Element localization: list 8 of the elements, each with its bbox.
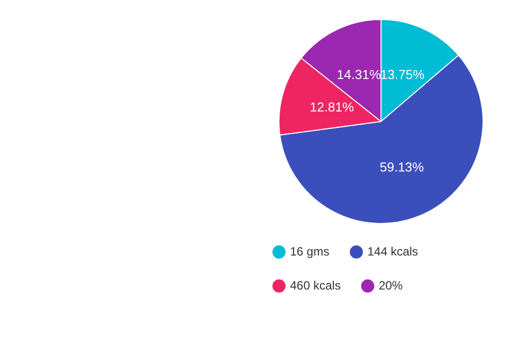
- data-label: 59.13%: [380, 160, 424, 175]
- legend-label: 16 gms: [290, 244, 330, 258]
- data-label: 13.75%: [380, 66, 425, 82]
- legend-label: 460 kcals: [290, 278, 341, 292]
- legend-label: 144 kcals: [367, 244, 418, 258]
- data-label: 12.81%: [310, 100, 354, 115]
- data-label: 14.31%: [336, 67, 382, 82]
- legend-label: 20%: [378, 278, 404, 292]
